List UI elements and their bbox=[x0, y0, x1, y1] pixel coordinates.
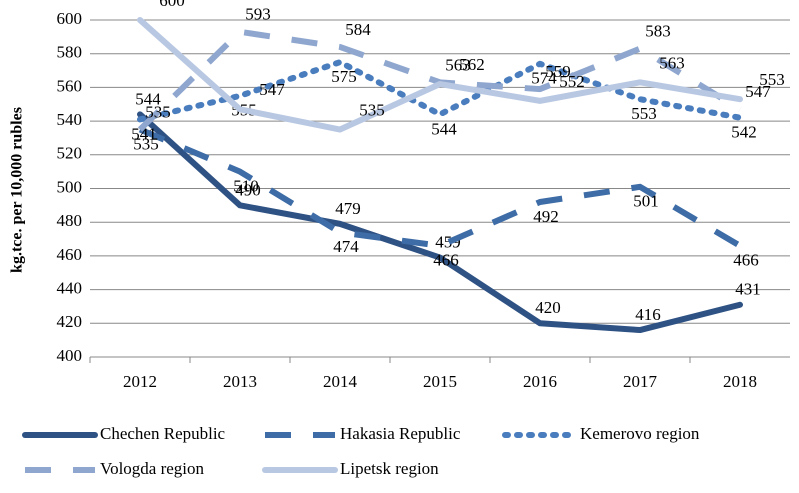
legend-label: Chechen Republic bbox=[100, 424, 226, 443]
data-label: 553 bbox=[631, 104, 657, 123]
data-label: 431 bbox=[735, 280, 761, 299]
data-label: 535 bbox=[359, 100, 385, 119]
y-tick-label: 400 bbox=[57, 346, 83, 365]
data-label: 466 bbox=[733, 251, 759, 270]
data-label: 544 bbox=[135, 89, 161, 108]
data-label: 416 bbox=[635, 305, 661, 324]
legend-label: Lipetsk region bbox=[340, 459, 439, 478]
x-tick-label: 2015 bbox=[423, 372, 457, 391]
data-label: 553 bbox=[759, 70, 785, 89]
line bbox=[137, 59, 743, 123]
data-label: 492 bbox=[533, 207, 559, 226]
data-label: 535 bbox=[133, 134, 159, 153]
data-label: 563 bbox=[445, 55, 471, 74]
y-tick-label: 500 bbox=[57, 177, 83, 196]
data-label: 544 bbox=[431, 119, 457, 138]
data-label: 541 bbox=[131, 124, 157, 143]
data-label: 474 bbox=[333, 237, 359, 256]
data-label: 466 bbox=[433, 251, 459, 270]
data-label: 593 bbox=[245, 5, 271, 24]
data-label: 600 bbox=[159, 0, 185, 10]
data-label: 547 bbox=[259, 80, 285, 99]
data-label: 490 bbox=[235, 180, 261, 199]
y-axis-label: kg.tce. per 10,000 rubles bbox=[9, 107, 26, 273]
y-tick-label: 520 bbox=[57, 144, 83, 163]
data-label: 559 bbox=[545, 62, 571, 81]
data-label: 420 bbox=[535, 298, 561, 317]
data-label: 510 bbox=[233, 177, 259, 196]
legend-label: Kemerovo region bbox=[580, 424, 700, 443]
line bbox=[137, 111, 743, 334]
y-tick-label: 420 bbox=[57, 312, 83, 331]
data-label: 542 bbox=[731, 123, 757, 142]
data-label: 501 bbox=[633, 192, 659, 211]
data-label: 563 bbox=[659, 53, 685, 72]
line bbox=[138, 126, 742, 249]
data-label: 575 bbox=[331, 67, 357, 86]
x-tick-label: 2018 bbox=[723, 372, 757, 391]
legend-label: Hakasia Republic bbox=[340, 424, 461, 443]
y-tick-label: 580 bbox=[57, 43, 83, 62]
y-tick-label: 600 bbox=[57, 9, 83, 28]
x-tick-label: 2014 bbox=[323, 372, 358, 391]
line bbox=[137, 17, 743, 133]
x-tick-label: 2017 bbox=[623, 372, 658, 391]
y-tick-label: 460 bbox=[57, 245, 83, 264]
data-label: 479 bbox=[335, 199, 361, 218]
x-tick-label: 2012 bbox=[123, 372, 157, 391]
y-tick-label: 560 bbox=[57, 76, 83, 95]
data-label: 583 bbox=[645, 22, 671, 41]
data-label: 562 bbox=[459, 55, 485, 74]
x-tick-label: 2016 bbox=[523, 372, 557, 391]
x-tick-label: 2013 bbox=[223, 372, 257, 391]
y-tick-label: 480 bbox=[57, 211, 83, 230]
data-label: 535 bbox=[145, 102, 171, 121]
data-label: 574 bbox=[531, 69, 557, 88]
data-label: 547 bbox=[745, 82, 771, 101]
data-label: 552 bbox=[559, 72, 585, 91]
y-tick-label: 540 bbox=[57, 110, 83, 129]
data-label: 584 bbox=[345, 20, 371, 39]
y-tick-label: 440 bbox=[57, 279, 83, 298]
legend-label: Vologda region bbox=[100, 459, 205, 478]
